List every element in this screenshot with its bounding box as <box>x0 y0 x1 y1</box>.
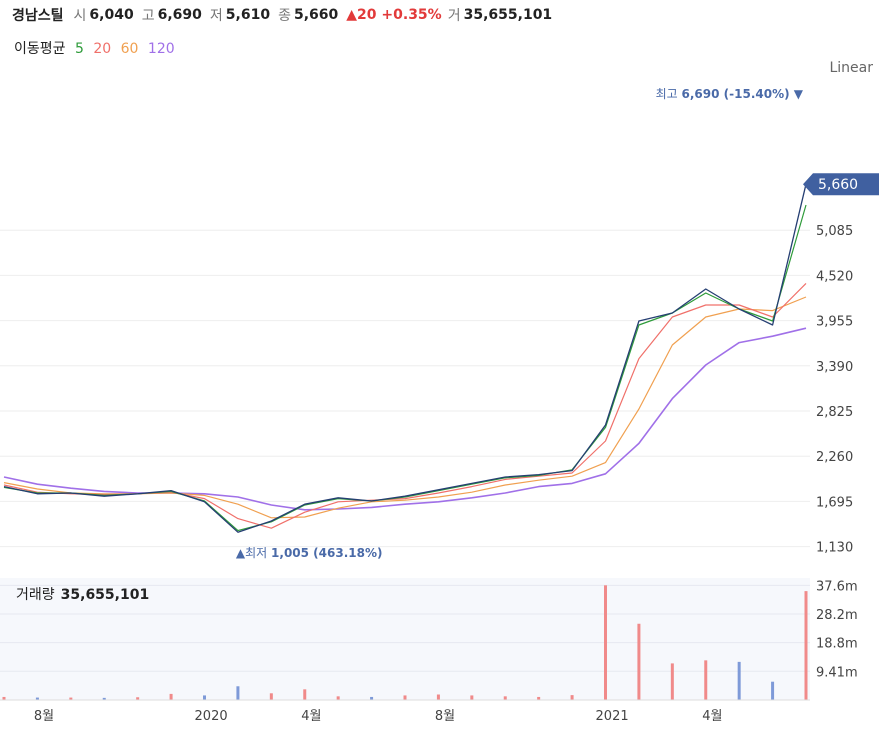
quote-header: 경남스틸 시 6,040 고 6,690 저 5,610 종 5,660 ▲20… <box>12 4 560 26</box>
volume-panel-value: 35,655,101 <box>60 587 150 603</box>
price-axis-label: 1,130 <box>816 541 853 556</box>
price-axis-label: 2,825 <box>816 405 853 420</box>
scale-mode-toggle[interactable]: Linear <box>829 60 873 76</box>
price-axis-label: 4,520 <box>816 269 853 284</box>
volume-bar <box>704 660 708 700</box>
volume-value: 35,655,101 <box>463 7 553 23</box>
close-value: 5,660 <box>293 7 339 23</box>
volume-axis-label: 9.41m <box>816 665 858 680</box>
volume-axis-label: 37.6m <box>816 579 858 594</box>
volume-bar <box>303 689 307 700</box>
ma-5-line <box>3 204 807 532</box>
volume-bar <box>102 697 106 700</box>
ma-20-legend: 20 <box>93 41 112 57</box>
volume-label: 거 <box>447 8 461 24</box>
open-label: 시 <box>73 8 87 24</box>
volume-bar <box>370 696 374 700</box>
volume-bar <box>203 695 206 700</box>
ma-60-legend: 60 <box>120 41 139 57</box>
volume-bar <box>771 681 775 700</box>
last-price-label: 5,660 <box>818 177 858 193</box>
close-label: 종 <box>278 8 291 24</box>
volume-bar <box>604 585 607 700</box>
time-axis-label: 8월 <box>435 709 455 724</box>
volume-bar <box>804 591 808 700</box>
open-value: 6,040 <box>89 7 134 23</box>
volume-panel-bg <box>0 578 810 700</box>
volume-bar <box>503 696 507 700</box>
volume-axis-label: 28.2m <box>816 608 858 623</box>
ma-60-line <box>3 296 807 519</box>
volume-bar <box>136 697 140 700</box>
volume-bar <box>336 696 340 700</box>
low-label: 저 <box>209 8 223 24</box>
time-axis-label: 2021 <box>596 709 629 724</box>
high-value: 6,690 <box>157 7 202 23</box>
volume-bar <box>637 623 641 700</box>
volume-bar <box>537 696 541 700</box>
low-value: 5,610 <box>225 7 271 23</box>
high-label: 고 <box>141 8 155 24</box>
time-axis-label: 8월 <box>34 709 54 724</box>
volume-bar <box>35 697 39 700</box>
price-axis-label: 5,085 <box>816 224 853 239</box>
ma-5-legend: 5 <box>74 41 84 57</box>
volume-bar <box>570 695 574 700</box>
volume-bar <box>2 696 6 700</box>
stock-name: 경남스틸 <box>12 8 64 24</box>
price-axis-label: 2,260 <box>816 450 853 465</box>
ma-120-legend: 120 <box>147 41 175 57</box>
volume-bar <box>737 661 741 700</box>
price-line <box>3 184 807 533</box>
volume-bar <box>670 663 674 700</box>
moving-average-legend[interactable]: 이동평균 5 20 60 120 <box>14 38 180 58</box>
time-axis-label: 4월 <box>301 709 321 724</box>
price-axis-label: 3,955 <box>816 315 853 330</box>
volume-panel-title: 거래량 35,655,101 <box>16 584 149 604</box>
volume-axis-label: 18.8m <box>816 637 858 652</box>
volume-bar <box>403 695 407 700</box>
volume-panel-label: 거래량 <box>16 587 55 603</box>
high-annotation: 최고 6,690 (-15.40%) ▼ <box>656 87 804 101</box>
ma-120-line <box>3 327 807 511</box>
change-value: ▲20 +0.35% <box>346 7 442 23</box>
low-annotation: ▲최저 1,005 (463.18%) <box>236 546 383 560</box>
time-axis-label: 4월 <box>702 709 722 724</box>
volume-bar <box>470 695 474 700</box>
volume-bar <box>69 697 73 700</box>
volume-bar <box>169 693 173 700</box>
volume-bar <box>269 693 273 700</box>
time-axis-label: 2020 <box>195 709 228 724</box>
volume-bar <box>236 686 240 700</box>
last-price-tag <box>803 173 879 196</box>
moving-average-label: 이동평균 <box>14 41 66 57</box>
volume-bar <box>436 694 440 700</box>
price-axis-label: 3,390 <box>816 360 853 375</box>
price-axis-label: 1,695 <box>816 495 853 510</box>
